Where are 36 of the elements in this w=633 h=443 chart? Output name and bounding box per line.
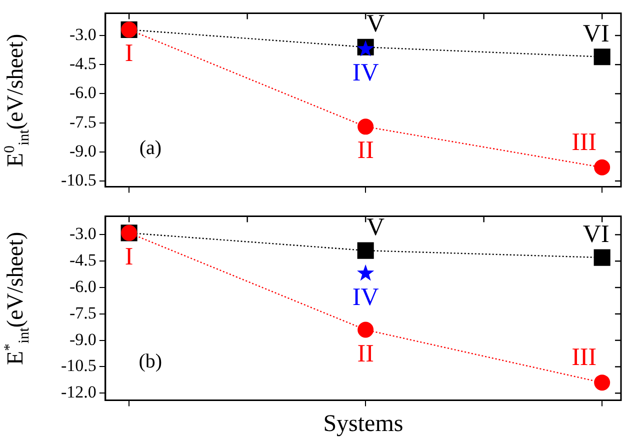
data-label: III	[572, 128, 597, 156]
data-label: V	[366, 214, 385, 242]
data-label: IV	[352, 284, 379, 311]
data-label: I	[124, 40, 134, 68]
annotation: (a)	[139, 137, 162, 160]
annotation: (b)	[138, 350, 162, 372]
data-label: II	[357, 137, 374, 164]
point	[358, 118, 374, 135]
y-tick-label: -3.0	[69, 24, 96, 44]
y-tick-label: -4.5	[69, 250, 96, 270]
data-label: I	[124, 243, 134, 270]
data-label: II	[357, 340, 374, 368]
point	[594, 249, 610, 266]
y-tick-label: -12.0	[60, 382, 96, 402]
point	[594, 48, 610, 66]
y-tick-label: -9.0	[69, 330, 96, 349]
y-tick-label: -7.5	[69, 303, 96, 322]
point	[594, 159, 610, 176]
y-tick-label: -6.0	[69, 83, 96, 102]
point	[594, 374, 610, 391]
point	[357, 242, 374, 259]
data-label: V	[366, 10, 385, 38]
y-tick-label: -4.5	[69, 54, 96, 74]
y-tick-label: -10.5	[60, 356, 96, 376]
data-label: III	[572, 344, 597, 372]
y-tick-label: -10.5	[60, 170, 96, 190]
point	[357, 264, 374, 281]
y-tick-label: -3.0	[69, 224, 96, 244]
y-tick-label: -9.0	[69, 141, 96, 160]
data-label: IV	[352, 60, 379, 87]
y-tick-label: -7.5	[69, 112, 96, 132]
data-label: VI	[582, 221, 610, 248]
data-label: VI	[582, 20, 610, 48]
y-tick-label: -6.0	[69, 276, 96, 296]
point	[358, 322, 374, 338]
x-axis-title: Systems	[323, 410, 404, 437]
